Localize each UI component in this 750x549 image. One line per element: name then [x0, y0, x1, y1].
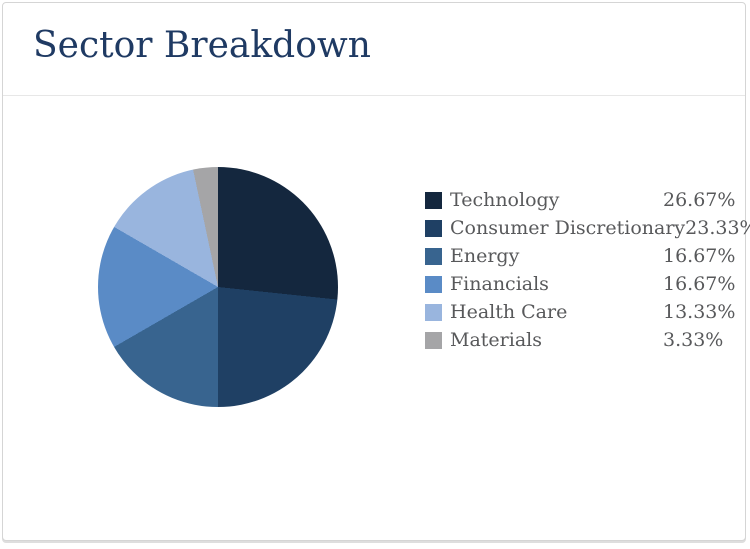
sector-breakdown-card: Sector Breakdown Technology 26.67% Consu…: [2, 2, 750, 541]
legend-value: 16.67%: [663, 273, 736, 295]
pie-chart[interactable]: [98, 167, 338, 407]
legend-swatch: [425, 191, 442, 209]
legend-value: 16.67%: [663, 245, 736, 267]
legend-item-health-care[interactable]: Health Care 13.33%: [425, 298, 750, 326]
legend-label: Energy: [450, 245, 520, 267]
legend-item-technology[interactable]: Technology 26.67%: [425, 186, 750, 214]
card-header: Sector Breakdown: [3, 3, 745, 96]
card-body: Technology 26.67% Consumer Discretionary…: [3, 96, 750, 540]
legend-swatch: [425, 219, 442, 237]
legend-swatch: [425, 247, 442, 265]
legend-label: Consumer Discretionary: [450, 217, 686, 239]
legend-item-energy[interactable]: Energy 16.67%: [425, 242, 750, 270]
legend-value: 26.67%: [663, 189, 736, 211]
chart-legend: Technology 26.67% Consumer Discretionary…: [425, 186, 750, 354]
legend-value: 3.33%: [663, 329, 724, 351]
legend-value: 13.33%: [663, 301, 736, 323]
legend-label: Technology: [450, 189, 560, 211]
legend-swatch: [425, 275, 442, 293]
legend-label: Health Care: [450, 301, 568, 323]
legend-label: Financials: [450, 273, 549, 295]
legend-item-consumer-discretionary[interactable]: Consumer Discretionary 23.33%: [425, 214, 750, 242]
page-title: Sector Breakdown: [33, 25, 371, 66]
legend-swatch: [425, 303, 442, 321]
legend-label: Materials: [450, 329, 542, 351]
legend-item-materials[interactable]: Materials 3.33%: [425, 326, 750, 354]
legend-swatch: [425, 331, 442, 349]
legend-item-financials[interactable]: Financials 16.67%: [425, 270, 750, 298]
legend-value: 23.33%: [685, 217, 750, 239]
